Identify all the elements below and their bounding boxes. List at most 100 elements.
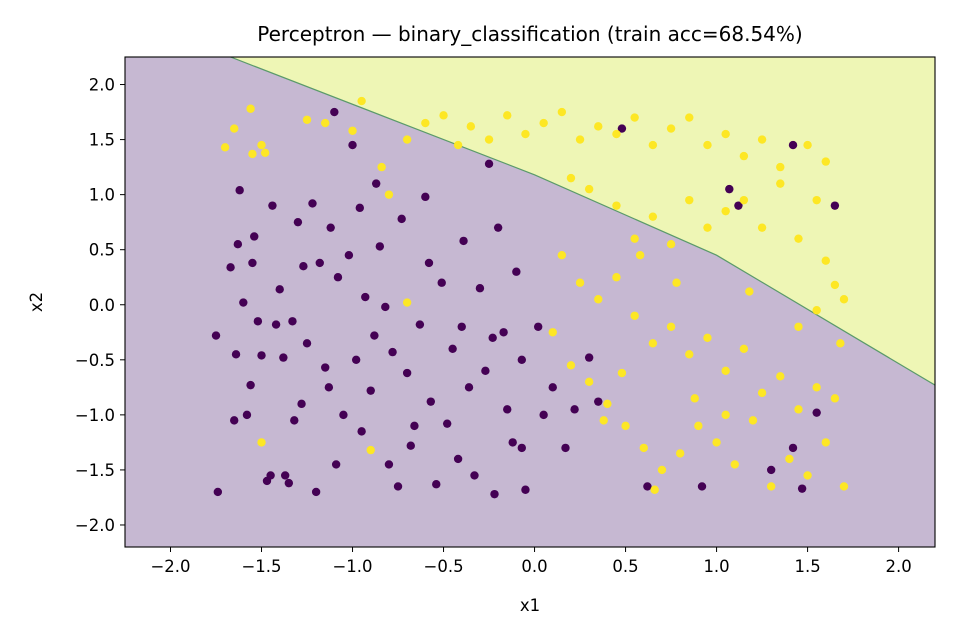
point-class-0-54 xyxy=(437,278,446,287)
point-class-1-58 xyxy=(612,273,621,282)
point-class-0-85 xyxy=(788,443,798,453)
point-class-1-30 xyxy=(703,140,712,150)
point-class-0-76 xyxy=(570,405,579,414)
y-tick-label: 2.0 xyxy=(89,76,115,95)
x-axis-ticks: −2.0 −1.5 −1.0 −0.5 0.0 0.5 1.0 1.5 2.0 xyxy=(150,547,912,576)
point-class-0-32 xyxy=(331,460,341,469)
point-class-1-53 xyxy=(839,295,849,304)
point-class-1-66 xyxy=(757,388,767,398)
point-class-0-22 xyxy=(290,416,299,425)
point-class-0-80 xyxy=(643,482,652,491)
point-class-0-77 xyxy=(584,353,594,362)
point-class-0-5 xyxy=(233,239,243,249)
point-class-0-66 xyxy=(499,328,508,337)
point-class-0-92 xyxy=(406,441,415,450)
point-class-1-5 xyxy=(260,148,270,157)
point-class-0-35 xyxy=(344,251,354,260)
point-class-0-88 xyxy=(812,408,821,417)
point-class-0-43 xyxy=(381,302,390,312)
x-tick-label: −1.0 xyxy=(332,557,372,576)
point-class-0-11 xyxy=(250,232,259,241)
point-class-0-86 xyxy=(788,140,798,150)
point-class-0-71 xyxy=(521,485,530,494)
point-class-0-21 xyxy=(288,317,297,326)
point-class-0-48 xyxy=(402,368,412,378)
point-class-0-69 xyxy=(512,267,521,276)
point-class-1-67 xyxy=(776,372,785,381)
point-class-0-0 xyxy=(211,331,221,340)
point-class-1-42 xyxy=(666,239,676,249)
point-class-0-60 xyxy=(470,471,479,480)
point-class-1-97 xyxy=(672,278,681,287)
point-class-0-4 xyxy=(231,350,241,359)
point-class-1-77 xyxy=(657,465,667,475)
point-class-1-18 xyxy=(484,135,494,144)
point-class-0-90 xyxy=(457,322,466,331)
point-class-1-81 xyxy=(730,460,739,469)
point-class-1-46 xyxy=(739,195,749,205)
point-class-1-14 xyxy=(421,118,430,128)
y-axis-title: x2 xyxy=(27,292,46,312)
point-class-1-49 xyxy=(794,234,803,243)
point-class-1-74 xyxy=(603,399,612,409)
point-class-1-45 xyxy=(721,206,730,216)
point-class-0-7 xyxy=(239,298,248,307)
point-class-0-83 xyxy=(734,201,743,210)
point-class-0-13 xyxy=(257,351,266,360)
point-class-1-4 xyxy=(257,140,266,150)
point-class-0-98 xyxy=(488,333,497,342)
point-class-1-78 xyxy=(675,449,685,458)
point-class-1-75 xyxy=(621,421,630,431)
point-class-0-53 xyxy=(432,480,441,489)
point-class-0-30 xyxy=(326,223,335,232)
point-class-0-47 xyxy=(397,214,406,224)
point-class-0-6 xyxy=(235,186,244,195)
y-tick-label: 0.5 xyxy=(89,241,115,260)
point-class-0-42 xyxy=(375,242,385,251)
point-class-1-65 xyxy=(739,344,749,353)
point-class-0-10 xyxy=(248,258,257,268)
point-class-0-19 xyxy=(280,471,290,480)
decision-boundary-line xyxy=(230,57,935,386)
point-class-1-73 xyxy=(584,377,594,387)
point-class-1-62 xyxy=(685,350,694,359)
point-class-0-75 xyxy=(561,443,570,453)
point-class-0-72 xyxy=(533,322,543,331)
point-class-1-89 xyxy=(402,298,412,307)
point-class-1-28 xyxy=(666,124,676,133)
x-tick-label: 0.5 xyxy=(612,557,638,576)
point-class-0-64 xyxy=(490,489,499,499)
point-class-1-29 xyxy=(685,113,694,122)
point-class-0-45 xyxy=(388,347,397,357)
point-class-1-31 xyxy=(721,129,730,139)
point-class-1-52 xyxy=(830,280,840,290)
point-class-0-89 xyxy=(830,201,840,210)
point-class-1-15 xyxy=(439,111,448,120)
point-class-1-12 xyxy=(384,190,394,199)
point-class-0-50 xyxy=(415,320,425,329)
point-class-0-59 xyxy=(464,383,474,392)
point-class-1-76 xyxy=(639,443,648,453)
point-class-1-32 xyxy=(739,151,749,161)
point-class-0-12 xyxy=(253,317,263,326)
point-class-1-20 xyxy=(521,129,530,139)
point-class-0-52 xyxy=(426,397,435,406)
point-class-1-71 xyxy=(548,328,557,337)
x-tick-label: 2.0 xyxy=(885,557,911,576)
point-class-0-99 xyxy=(517,443,527,453)
point-class-1-13 xyxy=(402,135,412,144)
point-class-1-90 xyxy=(650,485,659,494)
point-class-1-72 xyxy=(566,361,576,370)
point-class-1-38 xyxy=(584,184,594,194)
point-class-1-57 xyxy=(594,295,603,304)
point-class-0-41 xyxy=(371,179,381,188)
point-class-0-29 xyxy=(321,363,330,372)
point-class-0-56 xyxy=(448,344,457,353)
point-class-0-79 xyxy=(617,124,627,133)
point-class-0-62 xyxy=(481,366,490,376)
point-class-0-20 xyxy=(284,478,294,488)
point-class-0-16 xyxy=(271,320,281,329)
point-class-0-55 xyxy=(442,419,452,428)
point-class-1-82 xyxy=(748,416,758,425)
